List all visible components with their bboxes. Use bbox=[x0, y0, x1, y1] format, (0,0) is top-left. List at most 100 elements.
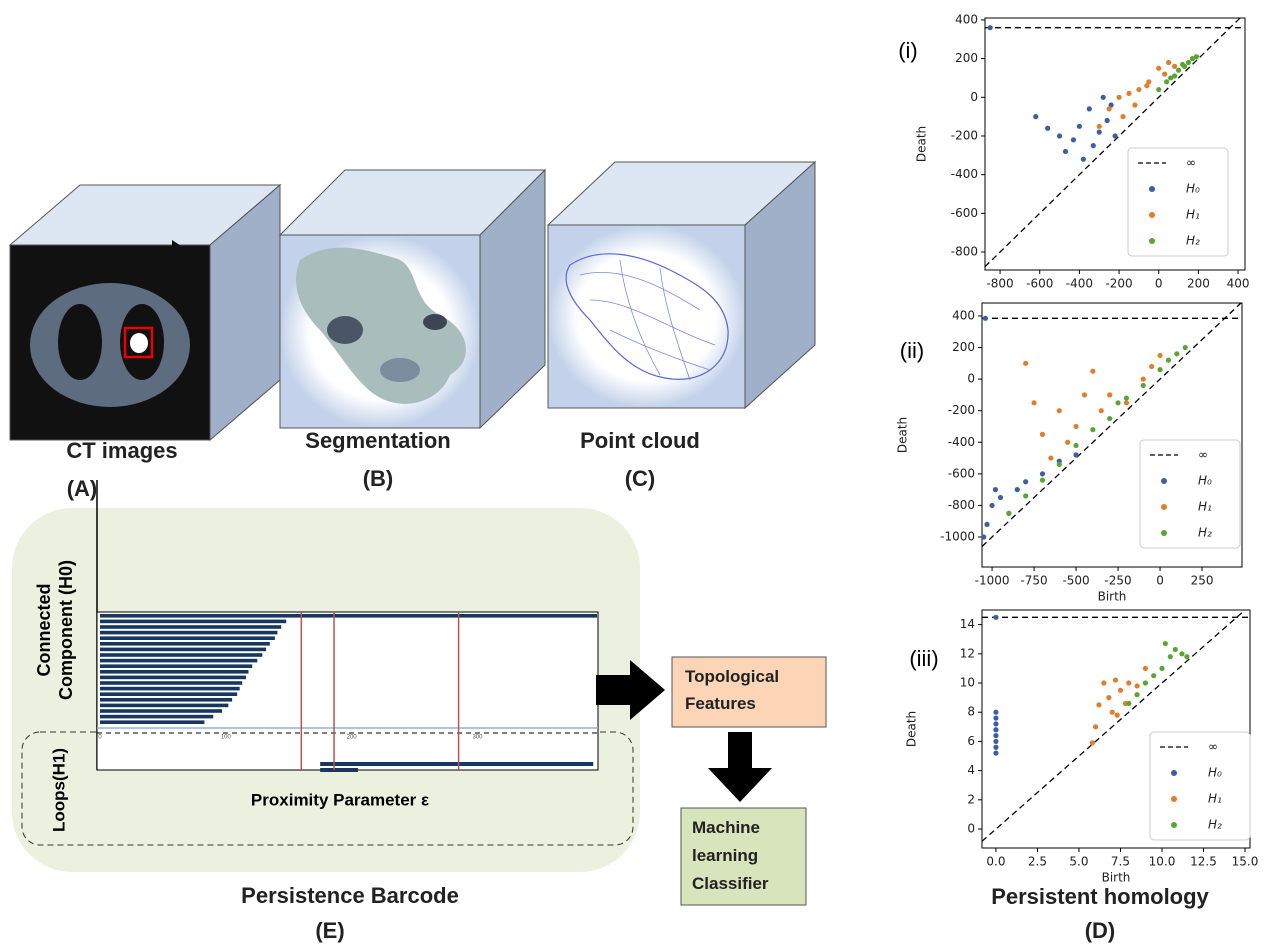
point bbox=[1090, 740, 1095, 745]
point bbox=[1164, 79, 1169, 84]
panel-label: (C) bbox=[625, 466, 656, 491]
x-axis-label: Birth bbox=[1098, 590, 1127, 604]
legend-marker bbox=[1171, 796, 1177, 802]
point bbox=[1057, 133, 1062, 138]
x-tick-label: -750 bbox=[1020, 574, 1047, 588]
cube-b bbox=[280, 170, 545, 428]
y-tick-label: -800 bbox=[951, 245, 978, 259]
point bbox=[1143, 680, 1148, 685]
point bbox=[1168, 654, 1173, 659]
box-line: Features bbox=[685, 694, 756, 713]
point bbox=[1166, 358, 1171, 363]
h0-bar bbox=[100, 670, 248, 674]
point bbox=[1087, 106, 1092, 111]
point bbox=[1031, 400, 1036, 405]
point bbox=[1040, 432, 1045, 437]
point bbox=[993, 739, 998, 744]
legend-marker bbox=[1161, 530, 1167, 536]
point bbox=[1093, 724, 1098, 729]
point bbox=[1194, 54, 1199, 59]
point bbox=[1115, 400, 1120, 405]
y-tick-label: -600 bbox=[951, 206, 978, 220]
legend-marker bbox=[1171, 770, 1177, 776]
point bbox=[993, 715, 998, 720]
h0-bar bbox=[100, 715, 213, 719]
point bbox=[1118, 688, 1123, 693]
x-tick-label: 300 bbox=[472, 735, 483, 741]
legend-label: H₁ bbox=[1208, 792, 1222, 806]
point bbox=[988, 25, 993, 30]
legend-label: H₀ bbox=[1198, 474, 1212, 488]
point bbox=[1099, 408, 1104, 413]
x-tick-label: 12.5 bbox=[1190, 855, 1217, 869]
point bbox=[993, 721, 998, 726]
point bbox=[993, 733, 998, 738]
x-tick-label: 0 bbox=[1155, 277, 1163, 291]
h0-bar bbox=[100, 709, 222, 713]
x-tick-label: 2.5 bbox=[1028, 855, 1047, 869]
h0-bar bbox=[100, 720, 204, 724]
point bbox=[1040, 478, 1045, 483]
legend-label: ∞ bbox=[1186, 156, 1196, 170]
point bbox=[1166, 60, 1171, 65]
figure: CT images (A) Segmentation (B) Point clo… bbox=[0, 0, 1264, 948]
point bbox=[1172, 64, 1177, 69]
point bbox=[1136, 87, 1141, 92]
point bbox=[1151, 673, 1156, 678]
axis-label: Loops(H1) bbox=[49, 748, 68, 832]
y-tick-label: -600 bbox=[948, 466, 975, 480]
h1-bar bbox=[320, 762, 593, 766]
h0-bar bbox=[100, 625, 281, 629]
y-tick-label: 14 bbox=[960, 617, 975, 631]
point bbox=[1082, 392, 1087, 397]
y-tick-label: 4 bbox=[967, 763, 975, 777]
point bbox=[1073, 452, 1078, 457]
panel-title: Segmentation bbox=[305, 428, 450, 453]
y-tick-label: 12 bbox=[960, 646, 975, 660]
point bbox=[1113, 677, 1118, 682]
point bbox=[1065, 440, 1070, 445]
h0-bar bbox=[100, 664, 252, 668]
point bbox=[1023, 361, 1028, 366]
point bbox=[1101, 95, 1106, 100]
point bbox=[1023, 479, 1028, 484]
point bbox=[989, 503, 994, 508]
point bbox=[1107, 106, 1112, 111]
point bbox=[1162, 71, 1167, 76]
h0-bar bbox=[100, 642, 270, 646]
h0-bar bbox=[100, 648, 266, 652]
x-tick-label: -400 bbox=[1066, 277, 1093, 291]
y-tick-label: 200 bbox=[955, 51, 978, 65]
point bbox=[1105, 118, 1110, 123]
point bbox=[1126, 701, 1131, 706]
h0-bar bbox=[100, 676, 246, 680]
box-line: Machine bbox=[692, 818, 760, 837]
point bbox=[1057, 408, 1062, 413]
point bbox=[984, 522, 989, 527]
point bbox=[998, 495, 1003, 500]
point bbox=[1033, 114, 1038, 119]
x-tick-label: -1000 bbox=[975, 574, 1010, 588]
point bbox=[1156, 66, 1161, 71]
x-tick-label: 15.0 bbox=[1232, 855, 1259, 869]
x-tick-label: 5.0 bbox=[1069, 855, 1088, 869]
h0-bar bbox=[100, 620, 286, 624]
x-tick-label: -500 bbox=[1062, 574, 1089, 588]
x-tick-label: 200 bbox=[1187, 277, 1210, 291]
box-line: Topological bbox=[685, 667, 779, 686]
box-line: Classifier bbox=[692, 874, 769, 893]
point bbox=[1071, 137, 1076, 142]
point bbox=[1057, 462, 1062, 467]
y-tick-label: -800 bbox=[948, 498, 975, 512]
y-tick-label: 0 bbox=[970, 90, 978, 104]
x-tick-label: 10.0 bbox=[1149, 855, 1176, 869]
y-tick-label: -1000 bbox=[940, 530, 975, 544]
legend-marker bbox=[1149, 238, 1155, 244]
panel-label: (D) bbox=[1085, 918, 1116, 943]
y-tick-label: 400 bbox=[952, 308, 975, 322]
panel-title: Persistence Barcode bbox=[241, 883, 459, 908]
point bbox=[1180, 62, 1185, 67]
legend-label: H₁ bbox=[1198, 500, 1212, 514]
point bbox=[1134, 692, 1139, 697]
point bbox=[1096, 702, 1101, 707]
